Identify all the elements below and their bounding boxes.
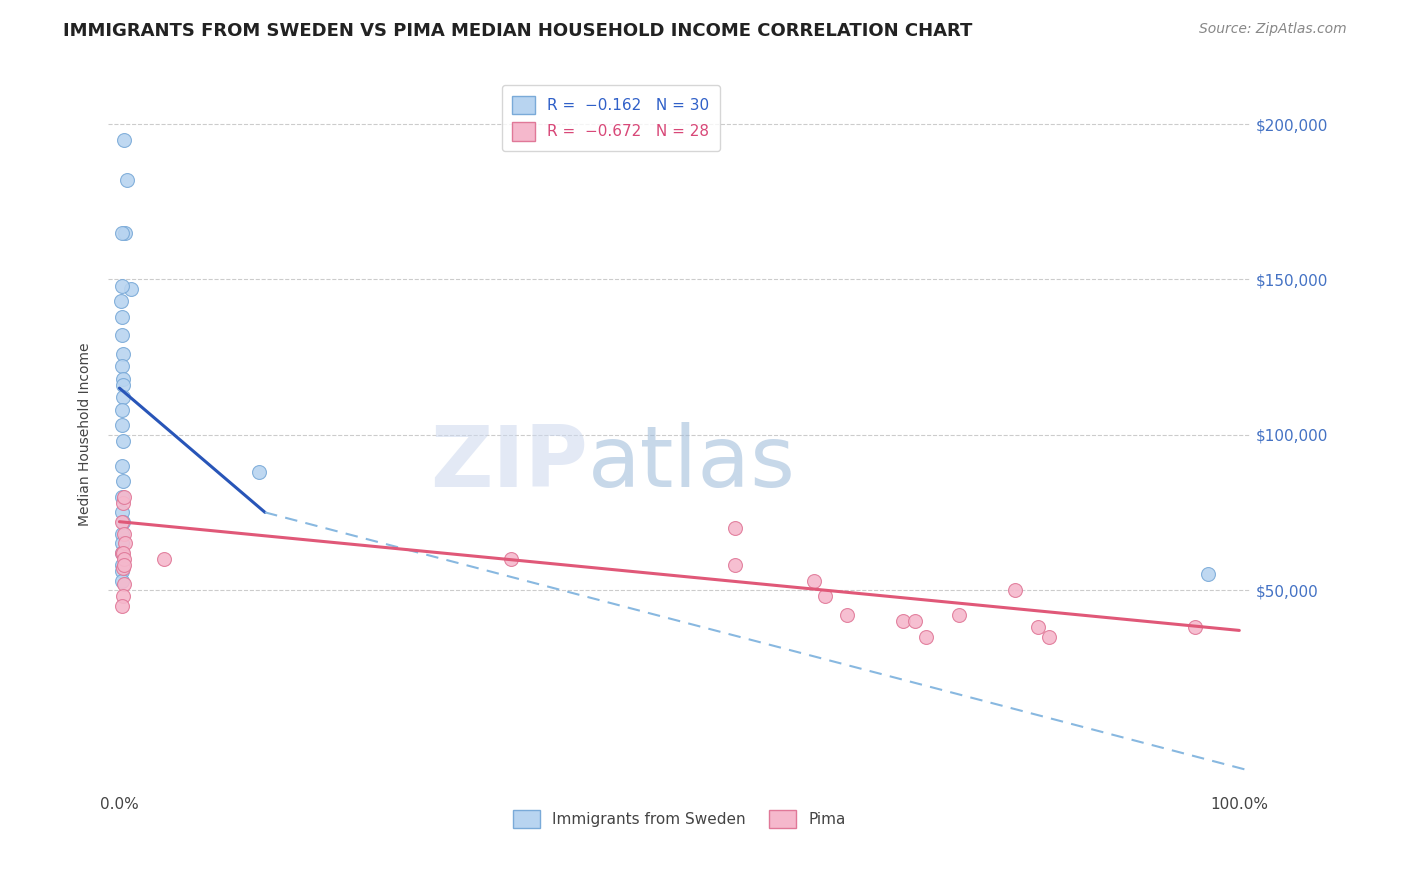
Point [111, 527, 134, 541]
Point [112, 490, 135, 504]
Point [111, 496, 134, 510]
Point [724, 521, 747, 535]
Point [1004, 582, 1026, 597]
Point [1038, 630, 1060, 644]
Point [111, 558, 134, 573]
Text: atlas: atlas [588, 422, 796, 505]
Point [111, 226, 134, 240]
Point [111, 546, 134, 560]
Point [112, 558, 135, 573]
Point [112, 577, 135, 591]
Point [114, 536, 136, 550]
Text: ZIP: ZIP [430, 422, 588, 505]
Point [111, 402, 134, 417]
Point [111, 574, 134, 588]
Point [111, 589, 134, 603]
Point [814, 589, 837, 603]
Point [111, 458, 134, 473]
Point [501, 552, 523, 566]
Point [111, 565, 134, 579]
Point [111, 418, 134, 433]
Point [249, 465, 271, 479]
Point [120, 282, 142, 296]
Point [111, 278, 134, 293]
Y-axis label: Median Household Income: Median Household Income [79, 343, 93, 526]
Point [111, 328, 134, 343]
Point [111, 561, 134, 575]
Point [112, 527, 135, 541]
Point [111, 546, 134, 560]
Point [117, 173, 139, 187]
Point [111, 515, 134, 529]
Text: IMMIGRANTS FROM SWEDEN VS PIMA MEDIAN HOUSEHOLD INCOME CORRELATION CHART: IMMIGRANTS FROM SWEDEN VS PIMA MEDIAN HO… [63, 22, 973, 40]
Point [111, 490, 134, 504]
Point [111, 372, 134, 386]
Point [111, 546, 134, 560]
Point [948, 607, 970, 622]
Point [153, 552, 176, 566]
Point [112, 552, 135, 566]
Point [837, 607, 859, 622]
Point [111, 536, 134, 550]
Point [1184, 620, 1206, 634]
Point [1026, 620, 1049, 634]
Point [724, 558, 747, 573]
Text: Source: ZipAtlas.com: Source: ZipAtlas.com [1199, 22, 1347, 37]
Point [111, 434, 134, 448]
Point [111, 347, 134, 361]
Point [111, 475, 134, 489]
Legend: Immigrants from Sweden, Pima: Immigrants from Sweden, Pima [506, 804, 852, 834]
Point [111, 599, 134, 613]
Point [111, 391, 134, 405]
Point [1197, 567, 1219, 582]
Point [111, 505, 134, 519]
Point [891, 614, 914, 628]
Point [903, 614, 925, 628]
Point [803, 574, 825, 588]
Point [110, 294, 132, 309]
Point [111, 359, 134, 374]
Point [914, 630, 936, 644]
Point [111, 378, 134, 392]
Point [114, 226, 136, 240]
Point [111, 515, 134, 529]
Point [111, 310, 134, 324]
Point [112, 132, 135, 146]
